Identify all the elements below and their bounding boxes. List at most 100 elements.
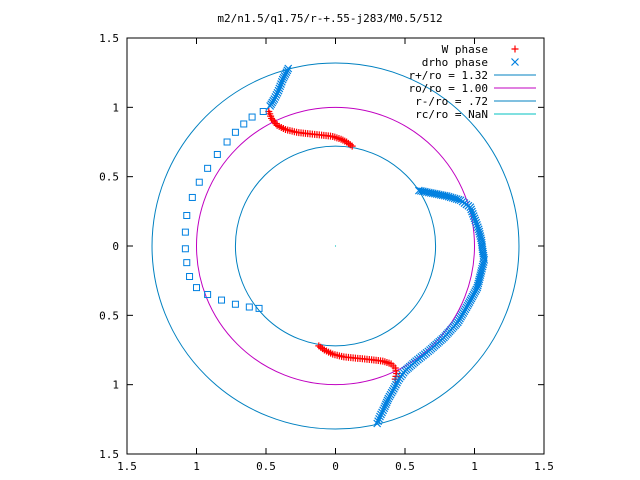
cross-marker <box>478 262 487 271</box>
cross-marker <box>266 102 275 110</box>
cross-marker <box>280 71 289 80</box>
legend-entry: r-/ro = .72 <box>415 95 536 108</box>
square-marker <box>193 284 200 292</box>
cross-marker <box>272 90 281 99</box>
cross-marker <box>469 212 478 220</box>
cross-marker <box>279 73 288 82</box>
cross-marker <box>378 408 386 417</box>
cross-marker <box>382 398 391 407</box>
data-series <box>265 107 401 383</box>
cross-marker <box>278 75 287 84</box>
cross-marker <box>284 64 293 73</box>
x-tick-label: 0 <box>332 460 339 473</box>
square-marker <box>240 120 248 128</box>
square-marker <box>231 128 239 136</box>
legend-entry: r+/ro = 1.32 <box>409 69 536 82</box>
square-marker <box>181 228 189 236</box>
data-markers <box>181 64 489 428</box>
cross-marker <box>467 205 476 214</box>
data-series <box>181 107 267 312</box>
data-series <box>266 64 489 428</box>
cross-marker <box>393 378 401 387</box>
square-marker <box>183 259 191 267</box>
cross-marker <box>282 68 291 77</box>
x-tick-label: 0.5 <box>256 460 276 473</box>
cross-marker <box>475 227 484 236</box>
cross-marker <box>381 400 390 409</box>
cross-marker <box>376 412 384 421</box>
cross-marker <box>479 260 488 269</box>
cross-marker <box>379 406 388 415</box>
reference-circle <box>196 106 475 386</box>
cross-marker <box>275 84 284 93</box>
y-tick-label: 0.5 <box>99 309 119 322</box>
square-marker <box>223 138 231 146</box>
reference-circle <box>234 145 437 347</box>
cross-marker <box>471 216 480 225</box>
square-marker <box>248 113 256 121</box>
y-tick-label: 0.5 <box>99 171 119 184</box>
legend-label: r+/ro = 1.32 <box>409 69 488 82</box>
square-marker <box>255 304 263 312</box>
cross-marker <box>473 220 481 229</box>
cross-marker <box>468 209 477 218</box>
reference-circle <box>151 62 520 430</box>
cross-marker <box>381 402 389 411</box>
plus-marker <box>348 142 356 150</box>
y-tick-label: 1 <box>112 101 119 114</box>
square-marker <box>195 178 203 186</box>
square-marker <box>183 211 191 219</box>
cross-marker <box>274 86 283 95</box>
legend-entry: W phase <box>442 43 519 56</box>
cross-marker <box>472 218 481 227</box>
square-marker <box>213 150 221 158</box>
x-tick-label: 1 <box>193 460 200 473</box>
cross-marker <box>476 232 485 240</box>
cross-marker <box>380 404 389 413</box>
plus-marker <box>511 45 519 53</box>
legend-label: W phase <box>442 43 488 56</box>
cross-marker <box>374 417 383 426</box>
cross-marker <box>479 258 488 267</box>
legend-entry: rc/ro = NaN <box>415 108 536 121</box>
legend-label: drho phase <box>422 56 488 69</box>
cross-marker <box>480 255 489 264</box>
square-marker <box>245 303 253 311</box>
cross-marker <box>392 380 400 389</box>
square-marker <box>204 164 212 172</box>
cross-marker <box>377 410 385 419</box>
x-tick-label: 1.5 <box>117 460 137 473</box>
cross-marker <box>511 58 519 66</box>
cross-marker <box>470 214 479 223</box>
cross-marker <box>466 203 475 212</box>
chart-title: m2/n1.5/q1.75/r-+.55-j283/M0.5/512 <box>217 12 442 25</box>
cross-marker <box>383 396 392 405</box>
square-marker <box>259 107 267 115</box>
reference-circles <box>151 62 520 430</box>
legend-label: ro/ro = 1.00 <box>409 82 488 95</box>
y-tick-label: 1.5 <box>99 32 119 45</box>
square-marker <box>231 300 239 308</box>
cross-marker <box>283 66 292 75</box>
cross-marker <box>473 223 482 232</box>
cross-marker <box>277 77 286 86</box>
x-tick-label: 0.5 <box>395 460 415 473</box>
cross-marker <box>277 80 285 88</box>
cross-marker <box>390 382 399 391</box>
cross-marker <box>281 70 290 78</box>
legend-label: rc/ro = NaN <box>415 108 488 121</box>
cross-marker <box>384 394 393 403</box>
square-marker <box>188 193 196 201</box>
y-tick-label: 1 <box>112 379 119 392</box>
legend-entry: ro/ro = 1.00 <box>409 82 536 95</box>
center-dot <box>334 245 337 247</box>
cross-marker <box>475 229 484 238</box>
cross-marker <box>276 82 285 91</box>
cross-marker <box>373 419 382 428</box>
square-marker <box>204 291 212 299</box>
cross-marker <box>375 414 383 423</box>
y-tick-label: 0 <box>112 240 119 253</box>
x-tick-label: 1.5 <box>534 460 554 473</box>
square-marker <box>181 245 189 253</box>
